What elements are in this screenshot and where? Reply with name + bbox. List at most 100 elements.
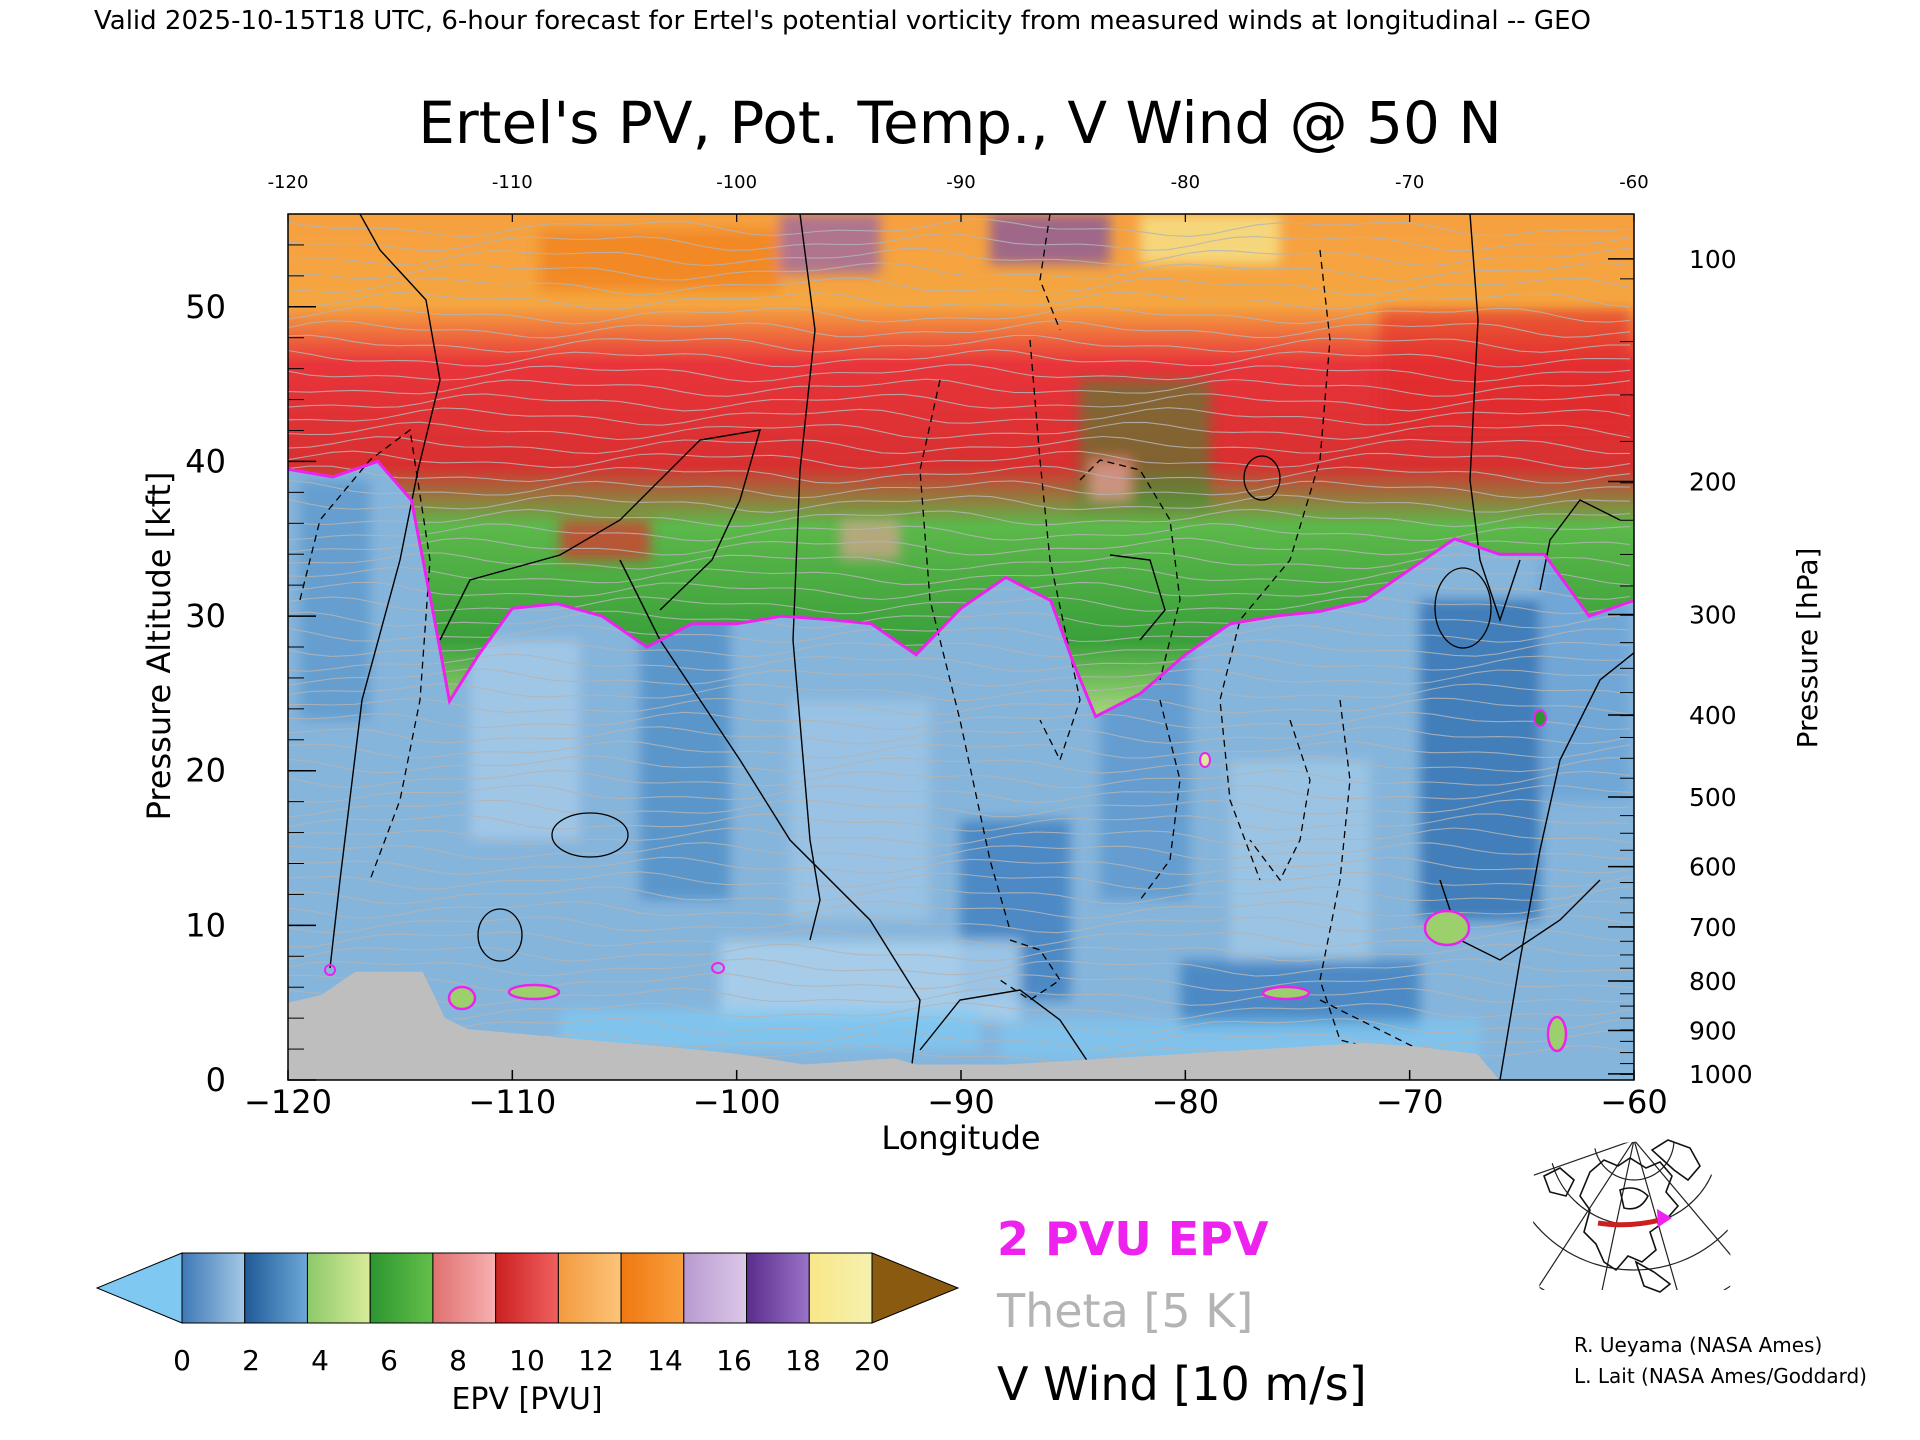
theta-contour [288, 277, 1631, 296]
theta-contour [288, 683, 1631, 702]
v-wind-contour [1139, 699, 1181, 901]
colorbar-tick-label: 2 [242, 1344, 260, 1377]
pressure-tick-label: 100 [1689, 245, 1737, 274]
colorbar-bin [495, 1252, 559, 1324]
colorbar-tick-label: 14 [647, 1344, 683, 1377]
epv-blob [1533, 709, 1547, 727]
map-track-arrow [1657, 1209, 1672, 1227]
chart-title: Ertel's PV, Pot. Temp., V Wind @ 50 N [418, 89, 1501, 157]
v-wind-contour [329, 214, 441, 969]
map-coastline [1542, 1167, 1575, 1197]
theta-contour [288, 1002, 1631, 1021]
top-tick-label: -120 [268, 172, 309, 193]
colorbar-tick-label: 6 [380, 1344, 398, 1377]
map-coastline [1634, 1260, 1672, 1293]
y-axis-label: Pressure Altitude [kft] [140, 472, 178, 821]
colorbar-over-arrow [871, 1252, 960, 1324]
top-tick-label: -60 [1619, 172, 1648, 193]
v-wind-contour [1039, 214, 1061, 331]
plot-area [288, 214, 1634, 1080]
theta-contour [288, 755, 1631, 774]
theta-contour [288, 320, 1631, 339]
epv-patch [720, 940, 1020, 1020]
v-wind-contour [1539, 499, 1621, 591]
theta-contour [288, 697, 1631, 717]
v-wind-contour [1499, 651, 1634, 1080]
epv-texture [300, 480, 1630, 1060]
pressure-tick-label: 900 [1689, 1017, 1737, 1046]
colorbar-tick-label: 20 [854, 1344, 890, 1377]
epv-patch [1380, 310, 1630, 430]
v-wind-contour [619, 559, 921, 1080]
v-wind-contour [477, 908, 523, 962]
theta-contour [288, 479, 1631, 499]
colorbar-bin [181, 1252, 246, 1324]
v-wind-contour [1243, 455, 1281, 501]
top-tick-label: -100 [716, 172, 757, 193]
theta-contour [288, 943, 1631, 962]
legend: 2 PVU EPV Theta [5 K] V Wind [10 m/s] [996, 1212, 1367, 1411]
theta-contour [288, 842, 1631, 861]
map-coastline [1619, 1187, 1649, 1210]
colorbar-bin [746, 1252, 810, 1324]
v-wind-contour [1029, 339, 1081, 762]
pressure-tick-label: 1000 [1689, 1060, 1753, 1089]
colorbar-tick-label: 18 [785, 1344, 821, 1377]
epv-blob [711, 962, 725, 974]
theta-contour [288, 537, 1631, 556]
pressure-tick-label: 400 [1689, 701, 1737, 730]
epv-patch [1140, 214, 1280, 264]
theta-contour [288, 958, 1631, 977]
pressure-tick-label: 200 [1689, 468, 1737, 497]
v-wind-contour [1319, 699, 1421, 1061]
theta-contour [288, 856, 1631, 876]
epv-blob [1546, 1015, 1568, 1053]
top-axis: -120 -110 -100 -90 -80 -70 -60 [268, 172, 1649, 222]
colorbar-under-arrow [95, 1252, 183, 1324]
pressure-tick-label: 600 [1689, 853, 1737, 882]
theta-contour [288, 508, 1631, 528]
map-coastline [1650, 1139, 1701, 1182]
epv-blob [1423, 909, 1471, 947]
v-wind-contour [1079, 459, 1181, 681]
colorbar-label: EPV [PVU] [451, 1382, 602, 1417]
map-meridian [1633, 1141, 1731, 1290]
map-latitude-circle [1532, 1141, 1731, 1271]
theta-contour [288, 581, 1631, 601]
theta-contour [288, 914, 1631, 934]
theta-contour [288, 987, 1631, 1006]
map-meridian [1532, 1141, 1635, 1181]
theta-contour [288, 435, 1631, 455]
colorbar-tick-label: 8 [449, 1344, 467, 1377]
theta-contour [288, 668, 1631, 687]
v-wind-contour [792, 214, 821, 941]
theta-contour [288, 364, 1631, 383]
theta-contour [288, 813, 1631, 832]
theta-contour [288, 465, 1631, 484]
v-wind-contour [1219, 249, 1331, 881]
colorbar-tick-label: 4 [311, 1344, 329, 1377]
colorbar-bin [432, 1252, 497, 1324]
colorbar-tick-label: 0 [173, 1344, 191, 1377]
y-axis: 0 10 20 30 40 50 [185, 244, 316, 1099]
legend-entry-theta: Theta [5 K] [996, 1284, 1253, 1338]
pressure-tick-label: 700 [1689, 913, 1737, 942]
colorbar-bin [244, 1252, 308, 1324]
epv-blob [447, 985, 477, 1011]
theta-contour [288, 247, 1631, 267]
epv-patch [840, 520, 900, 560]
theta-contour [288, 653, 1631, 672]
epv-patch [560, 1010, 980, 1050]
x-axis: −120 −110 −100 −90 −80 −70 −60 [244, 1070, 1668, 1121]
colorbar-bin [808, 1252, 873, 1324]
theta-contour [288, 566, 1631, 586]
epv-patch [990, 214, 1110, 264]
credit-line-1: R. Ueyama (NASA Ames) [1574, 1333, 1822, 1357]
theta-contour [288, 1016, 1631, 1035]
map-meridian [1599, 1141, 1635, 1290]
theta-contour [288, 494, 1631, 513]
top-tick-label: -110 [492, 172, 533, 193]
theta-contour [288, 740, 1631, 759]
terrain [288, 971, 1634, 1080]
